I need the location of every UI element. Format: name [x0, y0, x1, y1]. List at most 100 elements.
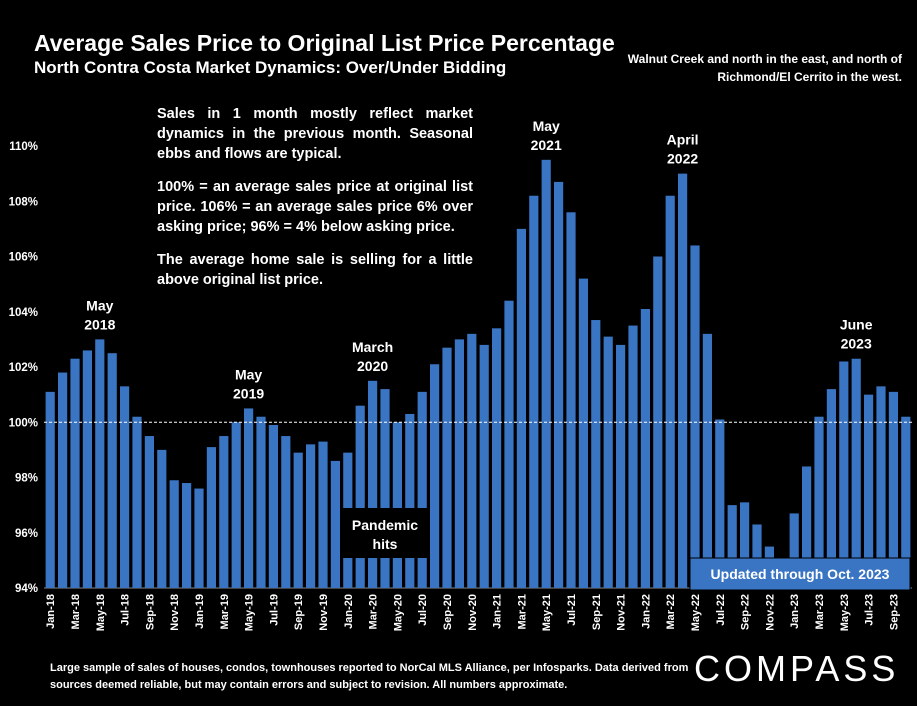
peak-annotation: 2020	[357, 358, 388, 374]
region-note: Walnut Creek and north in the east, and …	[627, 52, 902, 84]
y-tick-label: 104%	[9, 307, 38, 319]
bar	[132, 416, 142, 588]
x-tick-label: May-19	[244, 594, 256, 631]
note-2: 100% = an average sales price at origina…	[157, 179, 473, 235]
x-tick-label: Nov-21	[616, 594, 628, 631]
bar	[120, 386, 130, 588]
bar	[876, 386, 886, 588]
x-tick-label: Jan-18	[45, 594, 57, 629]
x-tick-label: Jan-23	[789, 594, 801, 629]
peak-annotation: May	[86, 297, 113, 313]
x-tick-label: Jul-21	[566, 594, 578, 626]
x-tick-label: Jan-22	[640, 594, 652, 629]
bar	[392, 422, 402, 588]
bar	[789, 513, 799, 588]
x-tick-label: Jan-20	[343, 594, 355, 629]
y-tick-label: 98%	[15, 473, 38, 485]
bar	[504, 300, 514, 588]
bar	[628, 325, 638, 588]
bar	[95, 339, 105, 589]
bar	[380, 389, 390, 588]
bar	[256, 416, 266, 588]
bar	[454, 339, 464, 589]
y-tick-label: 100%	[9, 417, 38, 429]
bar	[864, 394, 874, 589]
bar	[591, 320, 601, 588]
bar	[169, 480, 179, 588]
x-tick-label: Mar-23	[814, 594, 826, 629]
x-tick-label: Nov-20	[467, 594, 479, 631]
bar	[566, 212, 576, 589]
x-tick-label: May-22	[690, 594, 702, 631]
bar	[318, 441, 328, 588]
bar	[82, 350, 92, 588]
x-tick-label: Jul-19	[268, 594, 280, 626]
bar	[888, 391, 898, 588]
bar	[405, 413, 415, 588]
bar	[665, 195, 675, 588]
bar	[640, 308, 650, 588]
peak-annotation: 2019	[233, 385, 264, 401]
bar	[182, 483, 192, 588]
bar	[219, 436, 229, 588]
bar	[826, 389, 836, 588]
peak-annotation: June	[840, 317, 873, 333]
peak-annotation: 2023	[841, 336, 872, 352]
bar	[268, 425, 278, 588]
y-tick-label: 106%	[9, 252, 38, 264]
x-tick-label: Mar-18	[70, 594, 82, 629]
bar	[702, 333, 712, 588]
bar	[901, 416, 911, 588]
peak-annotation: 2018	[84, 316, 115, 332]
x-tick-label: Jan-19	[194, 594, 206, 629]
chart-subtitle: North Contra Costa Market Dynamics: Over…	[34, 58, 507, 77]
bar	[206, 447, 216, 588]
footer-note: Large sample of sales of houses, condos,…	[50, 662, 689, 691]
bar	[554, 181, 564, 588]
x-tick-label: May-23	[839, 594, 851, 631]
x-tick-label: Sep-18	[144, 594, 156, 630]
bar	[45, 391, 55, 588]
bar	[740, 502, 750, 588]
bar	[814, 416, 824, 588]
bar	[368, 380, 378, 588]
bar	[492, 328, 502, 588]
x-tick-label: Jul-20	[417, 594, 429, 626]
bar	[442, 347, 452, 588]
bar	[541, 159, 551, 588]
bar	[144, 436, 154, 588]
bar	[516, 228, 526, 589]
bar	[330, 460, 340, 588]
bar	[58, 372, 68, 588]
compass-logo: COMPASS	[694, 648, 900, 689]
bar	[678, 173, 688, 589]
x-tick-label: Mar-22	[665, 594, 677, 629]
peak-annotation: 2021	[531, 137, 562, 153]
pandemic-label: Pandemic	[352, 517, 418, 533]
bar	[479, 344, 489, 588]
bar	[715, 419, 725, 588]
bar	[616, 344, 626, 588]
bar	[529, 195, 539, 588]
x-tick-label: Jan-21	[492, 594, 504, 629]
bar	[70, 358, 80, 588]
bar	[802, 466, 812, 588]
bar	[467, 333, 477, 588]
peak-annotation: April	[667, 132, 699, 148]
note-1: Sales in 1 month mostly reflect market d…	[157, 106, 473, 162]
updated-label: Updated through Oct. 2023	[711, 566, 890, 582]
pandemic-label: hits	[373, 536, 398, 552]
bar	[430, 364, 440, 588]
x-tick-label: May-18	[95, 594, 107, 631]
x-tick-label: May-21	[541, 594, 553, 631]
y-tick-label: 108%	[9, 196, 38, 208]
y-tick-label: 110%	[9, 141, 38, 153]
bar	[690, 245, 700, 588]
x-tick-label: May-20	[392, 594, 404, 631]
x-tick-label: Nov-18	[169, 594, 181, 631]
x-tick-label: Jul-23	[864, 594, 876, 626]
x-tick-label: Mar-21	[516, 594, 528, 629]
chart-title: Average Sales Price to Original List Pri…	[34, 30, 615, 56]
peak-annotation: 2022	[667, 151, 698, 167]
y-tick-label: 102%	[9, 362, 38, 374]
